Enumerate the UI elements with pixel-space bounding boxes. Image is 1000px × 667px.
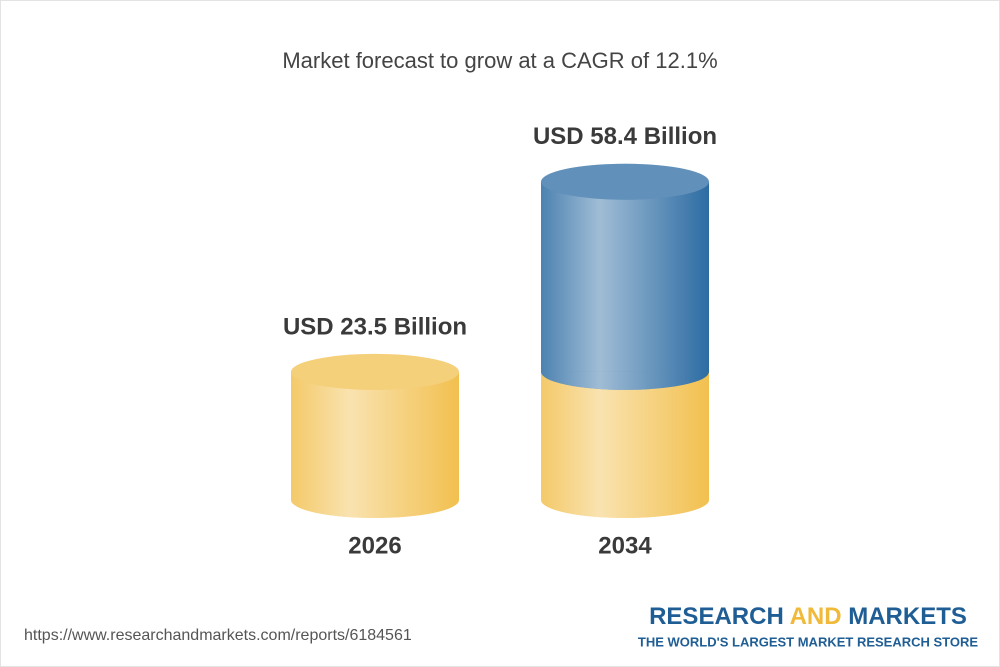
cylinder-shine [291, 371, 459, 500]
source-url[interactable]: https://www.researchandmarkets.com/repor… [24, 627, 412, 644]
cylinder-top-shine [291, 353, 459, 390]
brand-logo: RESEARCH AND MARKETS [649, 603, 967, 630]
cylinder-shine [541, 371, 709, 500]
brand-part: AND [790, 603, 842, 630]
chart-title: Market forecast to grow at a CAGR of 12.… [282, 48, 717, 73]
cylinder-top [291, 353, 459, 390]
cylinder-top-shine [541, 163, 709, 200]
brand-tagline: THE WORLD'S LARGEST MARKET RESEARCH STOR… [638, 634, 978, 649]
x-tick-label: 2034 [598, 532, 652, 559]
value-label: USD 23.5 Billion [283, 313, 467, 340]
value-label: USD 58.4 Billion [533, 123, 717, 150]
cylinder-top [541, 163, 709, 200]
brand-part: RESEARCH [649, 603, 784, 630]
x-tick-label: 2026 [348, 532, 401, 559]
brand-part: MARKETS [848, 603, 967, 630]
cylinder-shine [541, 181, 709, 372]
